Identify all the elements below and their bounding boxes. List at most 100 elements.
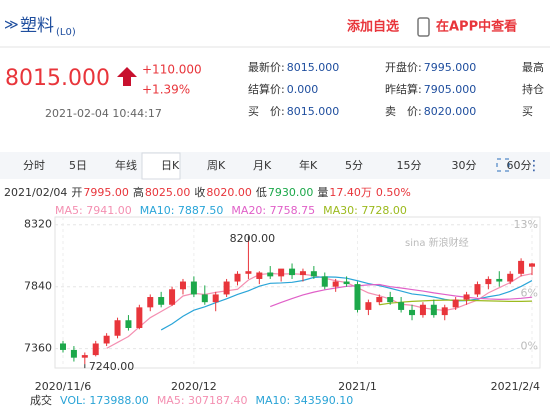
field-label: 昨结算:: [385, 82, 422, 96]
candle-body: [518, 260, 525, 274]
field-value: 8020.000: [424, 105, 477, 118]
open-app[interactable]: 在APP中查看: [436, 19, 517, 35]
title[interactable]: 塑料: [20, 16, 54, 36]
candle-body: [92, 343, 99, 356]
tab[interactable]: 日K: [161, 159, 180, 172]
quote-field: 最新价: 8015.000: [248, 60, 339, 74]
quote-field: 持仓: [522, 82, 544, 96]
candle-body: [212, 294, 219, 303]
add-watchlist[interactable]: 添加自选: [347, 19, 399, 35]
ma-legend-item: MA30: 7728.00: [323, 204, 407, 217]
x-tick-label: 2021/2/4: [491, 380, 540, 393]
tab[interactable]: 月K: [253, 159, 272, 172]
field-label: 卖 价:: [385, 105, 422, 118]
info-item: 8025.00: [145, 186, 191, 199]
info-item: 高: [133, 185, 144, 199]
plot-border: [54, 216, 541, 369]
change: +110.000: [142, 63, 202, 77]
candle-body: [474, 284, 481, 295]
candle-body: [201, 294, 208, 303]
quote-field: 昨结算: 7905.000: [385, 82, 476, 96]
watermark: sina 新浪财经: [405, 236, 469, 249]
tab[interactable]: 年K: [299, 158, 318, 172]
candle-body: [463, 294, 470, 300]
candle-body: [529, 263, 535, 267]
tabs: 分时 5日 年线 日K 周K 月K 年K 5分 15分 30分 60分: [23, 152, 532, 180]
x-tick-label: 2020/11/6: [35, 380, 91, 393]
y2-tick-label: 0%: [521, 339, 538, 352]
field-label: 最高: [522, 60, 544, 74]
candle-body: [256, 272, 263, 279]
candle-body: [485, 278, 492, 285]
candle-body: [419, 304, 426, 316]
settings-icon[interactable]: ⋮: [527, 158, 541, 174]
info-item: 低: [256, 186, 267, 199]
candle-body: [234, 273, 241, 282]
info-item: 7995.00: [83, 186, 129, 199]
field-label: 持仓: [522, 82, 544, 96]
tab-selected: [141, 152, 181, 180]
candle-body: [278, 268, 285, 277]
info-item: 17.40万: [329, 186, 372, 199]
ma-legend: MA5: 7941.00 MA10: 7887.50 MA20: 7758.75 MA…: [55, 204, 407, 217]
tab[interactable]: 分时: [23, 159, 45, 172]
candle-body: [179, 281, 186, 290]
candle-body: [190, 281, 197, 295]
candle-body: [365, 302, 372, 310]
info-item: 收: [194, 185, 205, 199]
annotation: 7240.00: [89, 360, 135, 373]
tab[interactable]: 年线: [115, 158, 137, 172]
ma-line: [106, 272, 533, 349]
ma-legend-item: MA10: 7887.50: [140, 204, 224, 217]
field-value: 0.000: [287, 83, 319, 96]
candle-body: [332, 281, 339, 287]
field-value: 7905.000: [424, 83, 477, 96]
tab[interactable]: 5分: [345, 159, 363, 172]
candle-body: [60, 343, 66, 350]
tab[interactable]: 5日: [69, 159, 87, 172]
candle-body: [376, 297, 383, 303]
field-value: 7995.000: [424, 61, 477, 74]
quote-field: 卖 价: 8020.000: [385, 105, 476, 118]
info-item: 8020.00: [206, 186, 252, 199]
candle-body: [321, 276, 328, 287]
plot: 7360 7840 8320 0% 6% 13% 2020/11/6 2020/12 2021/…: [24, 216, 541, 393]
volume-item: MA10: 343590.10: [256, 394, 354, 407]
y-tick-label: 7840: [24, 280, 52, 293]
info-item: 量: [317, 186, 328, 199]
candle-body: [496, 278, 503, 282]
quote-field: 开盘价: 7995.000: [385, 60, 476, 74]
field-label: 买: [522, 105, 533, 118]
field-label: 最新价:: [248, 60, 285, 74]
quote-field: 买 价: 8015.000: [248, 105, 339, 118]
tab[interactable]: 15分: [397, 159, 422, 172]
candle-body: [310, 271, 317, 277]
candle-body: [136, 307, 143, 328]
candle-body: [245, 271, 252, 274]
candle-body: [452, 299, 459, 308]
candle-body: [430, 304, 437, 316]
up-arrow: [117, 67, 137, 86]
kline-info: 2021/02/04 开7995.00 高8025.00 收8020.00 低7930.…: [4, 185, 411, 199]
candle-body: [147, 297, 154, 308]
ma-legend-item: MA20: 7758.75: [231, 204, 315, 217]
candle-body: [158, 297, 165, 305]
ma-line: [270, 283, 533, 308]
tab[interactable]: 60分: [507, 159, 532, 172]
candle-body: [289, 268, 296, 276]
candle-body: [70, 349, 77, 358]
field-value: 8015.000: [287, 105, 340, 118]
tab[interactable]: 周K: [207, 159, 226, 172]
candle-body: [81, 355, 88, 358]
code: (L0): [56, 27, 76, 38]
fullscreen-icon[interactable]: [496, 158, 510, 172]
quote-field: 最高: [522, 60, 544, 74]
candle-body: [409, 309, 416, 316]
change-percent: +1.39%: [142, 83, 190, 97]
y-tick-label: 7360: [24, 342, 52, 355]
field-label: 开盘价:: [385, 60, 422, 74]
volume-item: MA5: 307187.40: [157, 394, 248, 407]
tab[interactable]: 30分: [452, 159, 477, 172]
